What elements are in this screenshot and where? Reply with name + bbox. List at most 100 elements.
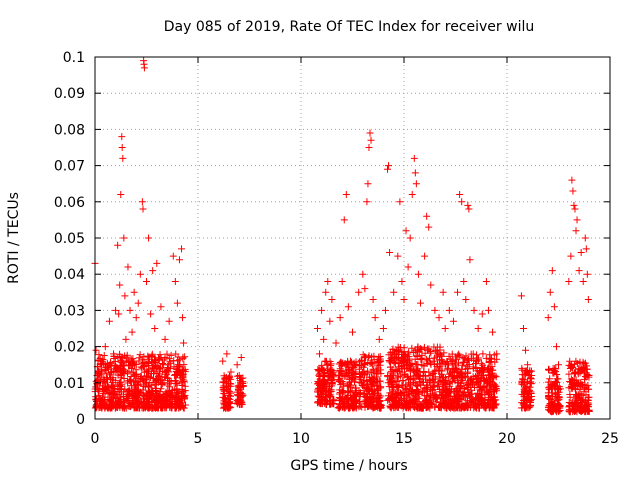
- data-point-dense: [220, 385, 228, 393]
- data-point-dense: [180, 361, 188, 369]
- data-point-dense: [390, 384, 398, 392]
- data-point-dense: [521, 395, 529, 403]
- data-point-dense: [129, 397, 137, 405]
- data-point-dense: [456, 382, 464, 390]
- data-point-dense: [481, 395, 489, 403]
- data-point-dense: [464, 397, 472, 405]
- data-point: [173, 299, 181, 307]
- data-point-dense: [413, 402, 421, 410]
- data-point-dense: [448, 350, 456, 358]
- data-point: [219, 357, 227, 365]
- data-point-dense: [147, 370, 155, 378]
- data-point: [138, 198, 146, 206]
- data-point-dense: [431, 360, 439, 368]
- data-point-dense: [346, 388, 354, 396]
- data-point-dense: [172, 377, 180, 385]
- data-point-dense: [492, 382, 500, 390]
- data-point-dense: [357, 373, 365, 381]
- data-point: [396, 198, 404, 206]
- data-point-dense: [124, 379, 132, 387]
- data-point-dense: [121, 385, 129, 393]
- data-point-dense: [544, 378, 552, 386]
- data-point-dense: [400, 364, 408, 372]
- data-point-dense: [473, 381, 481, 389]
- data-point: [572, 227, 580, 235]
- data-point-dense: [344, 403, 352, 411]
- data-point-dense: [93, 396, 101, 404]
- data-point-dense: [135, 381, 143, 389]
- data-point: [570, 201, 578, 209]
- data-point-dense: [339, 388, 347, 396]
- data-point: [118, 133, 126, 141]
- data-point-dense: [322, 378, 330, 386]
- y-tick-label: 0.05: [54, 231, 85, 247]
- data-point-dense: [376, 396, 384, 404]
- data-point: [139, 205, 147, 213]
- data-point-dense: [471, 403, 479, 411]
- data-point-dense: [521, 379, 529, 387]
- data-point: [517, 292, 525, 300]
- data-point-dense: [116, 379, 124, 387]
- data-point-dense: [455, 359, 463, 367]
- data-point-dense: [406, 382, 414, 390]
- x-tick-label: 10: [292, 431, 310, 447]
- data-point-dense: [172, 404, 180, 412]
- data-point-dense: [339, 370, 347, 378]
- data-point: [408, 191, 416, 199]
- data-point: [406, 234, 414, 242]
- data-point-dense: [519, 401, 527, 409]
- x-axis-label: GPS time / hours: [290, 458, 407, 474]
- data-point-dense: [406, 361, 414, 369]
- data-point-dense: [566, 364, 574, 372]
- data-point-dense: [220, 399, 228, 407]
- data-point-dense: [172, 350, 180, 358]
- data-point-dense: [436, 343, 444, 351]
- data-point-dense: [148, 353, 156, 361]
- data-point-dense: [144, 404, 152, 412]
- data-point: [381, 306, 389, 314]
- data-point-dense: [175, 396, 183, 404]
- data-point-dense: [481, 382, 489, 390]
- data-point-dense: [106, 388, 114, 396]
- data-point-dense: [570, 376, 578, 384]
- data-point-dense: [128, 382, 136, 390]
- data-point-dense: [99, 393, 107, 401]
- data-point: [122, 335, 130, 343]
- data-point-dense: [468, 354, 476, 362]
- data-point-dense: [545, 394, 553, 402]
- data-point-dense: [324, 398, 332, 406]
- data-point-dense: [363, 377, 371, 385]
- data-point-dense: [581, 375, 589, 383]
- data-point: [412, 180, 420, 188]
- data-point-dense: [319, 377, 327, 385]
- data-point-dense: [581, 359, 589, 367]
- data-point-dense: [97, 396, 105, 404]
- data-point: [478, 310, 486, 318]
- data-point-dense: [107, 374, 115, 382]
- data-point: [435, 314, 443, 322]
- data-point-dense: [220, 379, 228, 387]
- data-point-dense: [221, 394, 229, 402]
- data-point-dense: [142, 372, 150, 380]
- data-point: [318, 306, 326, 314]
- data-point-dense: [345, 404, 353, 412]
- data-point-dense: [448, 371, 456, 379]
- data-point: [584, 296, 592, 304]
- data-point-dense: [554, 396, 562, 404]
- data-point-dense: [360, 360, 368, 368]
- data-point: [398, 277, 406, 285]
- data-point: [134, 299, 142, 307]
- data-point-dense: [137, 373, 145, 381]
- data-point: [546, 288, 554, 296]
- data-point-dense: [358, 370, 366, 378]
- data-point-dense: [479, 350, 487, 358]
- data-point-dense: [357, 361, 365, 369]
- data-point-dense: [431, 366, 439, 374]
- data-point-dense: [152, 387, 160, 395]
- data-point-dense: [364, 387, 372, 395]
- data-point-dense: [579, 365, 587, 373]
- x-tick-label: 5: [194, 431, 203, 447]
- data-point: [116, 281, 124, 289]
- data-point-dense: [113, 363, 121, 371]
- data-point-dense: [339, 389, 347, 397]
